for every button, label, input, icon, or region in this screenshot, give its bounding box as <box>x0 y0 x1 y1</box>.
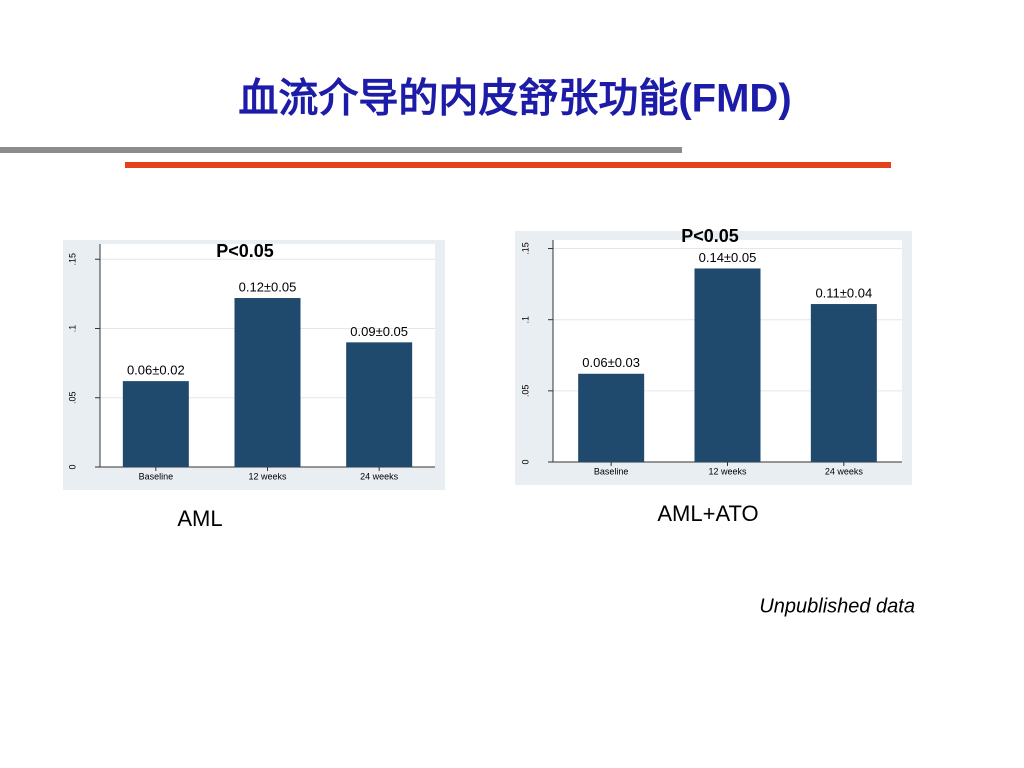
divider-gray <box>0 147 682 153</box>
x-tick-label: 12 weeks <box>708 466 747 476</box>
y-tick-label: .15 <box>67 253 77 266</box>
value-label: 0.06±0.02 <box>127 363 185 378</box>
bar <box>694 268 761 462</box>
bar <box>122 381 189 467</box>
bar <box>578 373 645 462</box>
annotation: P<0.05 <box>216 241 274 261</box>
slide-title: 血流介导的内皮舒张功能(FMD) <box>238 77 791 121</box>
x-tick-label: 12 weeks <box>248 471 287 481</box>
x-tick-label: Baseline <box>139 471 174 481</box>
y-tick-label: .05 <box>67 391 77 404</box>
value-label: 0.06±0.03 <box>582 355 640 370</box>
value-label: 0.11±0.04 <box>815 285 872 300</box>
bar <box>234 298 301 467</box>
chart-caption: AML <box>177 506 222 531</box>
chart-caption: AML+ATO <box>657 501 758 526</box>
x-tick-label: 24 weeks <box>825 466 864 476</box>
annotation: P<0.05 <box>681 226 739 246</box>
x-tick-label: Baseline <box>594 466 629 476</box>
divider-red <box>125 162 891 168</box>
value-label: 0.12±0.05 <box>239 279 297 294</box>
y-tick-label: .15 <box>520 242 530 255</box>
bar <box>810 304 877 462</box>
value-label: 0.14±0.05 <box>699 250 757 265</box>
y-tick-label: .1 <box>67 325 77 333</box>
y-tick-label: 0 <box>67 464 77 469</box>
x-tick-label: 24 weeks <box>360 471 399 481</box>
y-tick-label: .05 <box>520 385 530 398</box>
y-tick-label: .1 <box>520 316 530 324</box>
note: Unpublished data <box>759 595 915 617</box>
value-label: 0.09±0.05 <box>350 324 408 339</box>
bar <box>346 342 413 467</box>
y-tick-label: 0 <box>520 459 530 464</box>
